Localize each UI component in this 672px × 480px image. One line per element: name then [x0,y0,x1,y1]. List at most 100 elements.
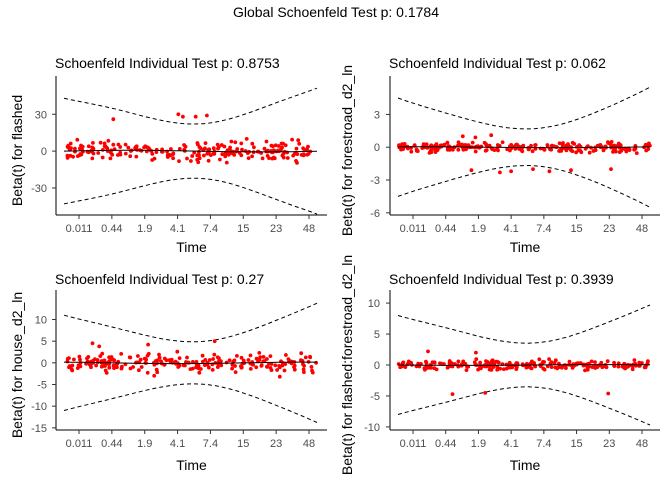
data-point [508,365,512,370]
data-point [306,144,310,149]
data-point [138,357,143,362]
data-point [445,365,450,370]
data-point [426,349,430,354]
y-tick-label: 5 [41,336,47,348]
data-point [285,156,290,160]
data-point [78,357,82,362]
data-point [606,391,611,396]
x-tick-label: 0.011 [66,438,93,450]
data-point [171,156,176,161]
data-point [495,364,500,369]
data-point [609,140,614,144]
data-point [262,359,267,363]
data-point [620,364,625,369]
data-point [103,368,108,373]
data-point [78,152,83,156]
data-point [299,351,304,356]
x-tick-label: 1.9 [471,438,486,450]
y-tick-label: -10 [31,401,47,413]
data-point [531,167,535,172]
data-point [405,362,410,367]
data-point [246,358,251,362]
data-point [633,146,638,151]
data-point [630,367,635,372]
data-point [120,364,124,369]
x-tick-label: 4.1 [170,223,185,235]
data-point [168,359,173,364]
data-point [303,355,308,360]
data-point [219,363,224,368]
data-point [86,144,91,149]
data-point [277,364,281,368]
data-point [478,360,482,365]
x-tick-label: 7.4 [203,223,218,235]
data-point [168,153,173,158]
data-point [542,367,547,372]
data-point [197,145,202,150]
data-point [447,359,452,363]
data-point [97,344,102,349]
x-tick-label: 1.9 [137,223,152,235]
data-point [200,353,205,358]
data-point [248,367,253,371]
y-tick-label: 10 [35,315,47,327]
data-point [265,364,269,369]
data-point [111,142,116,147]
data-point [432,366,437,371]
data-point [136,354,140,358]
data-point [91,146,96,151]
data-point [557,141,562,146]
y-tick-label: 0 [374,142,380,154]
data-point [500,140,505,145]
data-point [567,359,572,364]
data-point [611,150,615,154]
y-tick-label: 0 [374,360,380,372]
data-point [301,153,306,158]
data-point [296,138,301,143]
data-point [283,362,288,366]
data-point [137,368,141,373]
data-point [239,355,244,360]
data-point [484,359,488,363]
data-point [614,149,618,154]
x-tick-label: 0.44 [435,438,456,450]
data-point [65,357,70,361]
data-point [547,169,552,174]
data-point [188,367,193,371]
data-point [119,352,124,356]
data-point [634,151,639,156]
y-axis-label: Beta(t) for forestroad_d2_ln [339,65,355,236]
data-point [269,368,274,372]
data-point [602,364,607,369]
y-tick-label: -6 [370,208,380,220]
data-point [566,146,571,151]
data-point [456,359,461,364]
data-point [646,147,651,152]
data-point [456,140,461,145]
data-point [472,360,477,365]
x-tick-label: 1.9 [137,438,152,450]
data-point [292,365,296,369]
data-point [498,170,502,175]
y-tick-label: -10 [364,422,380,434]
x-tick-label: 7.4 [536,223,551,235]
data-point [271,155,276,160]
data-point [605,359,610,364]
y-tick-label: 3 [374,109,380,121]
data-point [474,357,479,361]
data-point [314,360,318,365]
data-point [442,142,447,147]
data-point [501,367,506,371]
data-point [193,114,198,119]
x-tick-label: 7.4 [536,438,551,450]
data-point [517,147,522,151]
data-point [479,144,484,149]
data-point [254,356,259,361]
data-point [601,148,606,153]
data-point [612,364,617,368]
x-tick-label: 0.44 [435,223,456,235]
data-point [547,357,551,361]
data-point [612,360,616,365]
data-point [215,142,220,147]
data-point [533,143,538,147]
